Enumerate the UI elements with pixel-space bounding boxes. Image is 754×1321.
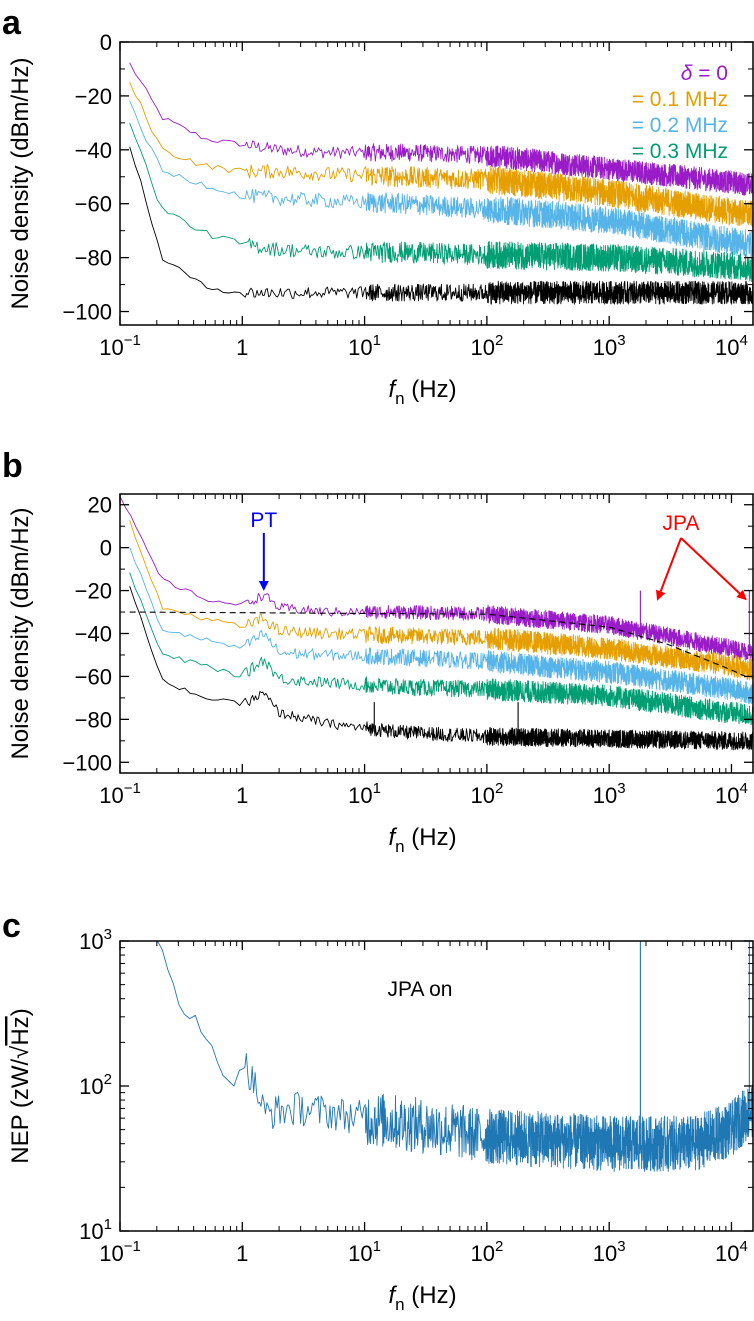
panel-b-frame xyxy=(119,493,754,774)
annotation-jpa-label: JPA xyxy=(663,512,700,535)
panel-a-y-axis-label: Noise density (dBm/Hz) xyxy=(7,57,34,309)
annotation-jpa-arrow-2 xyxy=(680,537,747,601)
panel-a-ytick-label: −20 xyxy=(75,84,112,109)
panel-c-x-axis-label: fn (Hz) xyxy=(388,1282,456,1314)
panel-letter-c: c xyxy=(2,907,21,945)
panel-b-series-3 xyxy=(129,546,753,705)
annotation-pt-label: PT xyxy=(250,509,277,532)
panel-letter-b: b xyxy=(2,447,23,485)
panel-b-series-4 xyxy=(129,572,753,726)
panel-c-xtick-label: 101 xyxy=(348,1238,381,1266)
panel-a-x-axis-label: fn (Hz) xyxy=(388,376,456,408)
panel-c: c 10−1 1 101 102 103 104 101 102 103 JPA on fn (… xyxy=(2,907,754,1314)
panel-a-ytick-label: −60 xyxy=(75,192,112,217)
panel-c-ytick-label: 102 xyxy=(79,1071,112,1099)
panel-b-ytick-label: −20 xyxy=(75,579,112,604)
panel-b-ytick-label: −100 xyxy=(62,750,112,775)
panel-a: a 10−1 1 101 102 103 104 0 −20 −40 −60 −80 −100 δ =… xyxy=(2,4,754,408)
panel-a-xtick-label: 104 xyxy=(715,332,748,360)
panel-b-dashed-fit-line xyxy=(129,611,746,677)
annotation-jpa-arrow-1 xyxy=(656,537,682,601)
panel-b-xtick-label: 101 xyxy=(348,780,381,808)
panel-b-series-1 xyxy=(120,496,753,663)
panel-a-xtick-label: 10−1 xyxy=(99,332,141,360)
legend-entry-4: = 0.3 MHz xyxy=(632,140,728,163)
legend-entry-1: δ = 0 xyxy=(681,62,728,85)
panel-a-ytick-label: −80 xyxy=(75,246,112,271)
panel-c-y-axis-label: NEP (zW/√Hz) xyxy=(7,1008,34,1163)
panel-a-ytick-label: −100 xyxy=(62,300,112,325)
panel-b-x-axis-label: fn (Hz) xyxy=(388,824,456,856)
panel-a-series-3 xyxy=(129,100,753,258)
panel-c-xtick-label: 102 xyxy=(470,1238,503,1266)
panel-c-series-1 xyxy=(156,941,753,1172)
panel-a-xtick-label: 101 xyxy=(348,332,381,360)
panel-b: b 10−1 1 101 102 103 104 20 0 −20 −40 −60 −80 −100 P… xyxy=(2,447,754,856)
panel-c-ticks: 10−1 1 101 102 103 104 101 102 103 xyxy=(79,926,753,1266)
panel-b-ytick-label: 0 xyxy=(100,536,112,561)
panel-a-legend: δ = 0 = 0.1 MHz = 0.2 MHz = 0.3 MHz xyxy=(632,62,728,163)
panel-a-xtick-label: 103 xyxy=(593,332,626,360)
panel-b-annotations: PT JPA xyxy=(250,509,747,601)
panel-b-xtick-label: 103 xyxy=(593,780,626,808)
panel-b-xtick-label: 104 xyxy=(715,780,748,808)
panel-a-xtick-label: 1 xyxy=(236,335,248,360)
panel-b-series xyxy=(120,496,753,751)
panel-a-series-1 xyxy=(129,62,753,196)
panel-c-xtick-label: 1 xyxy=(236,1241,248,1266)
panel-b-ytick-label: −40 xyxy=(75,622,112,647)
panel-a-ytick-label: −40 xyxy=(75,138,112,163)
panel-a-ytick-label: 0 xyxy=(100,30,112,55)
panel-c-ytick-label: 101 xyxy=(79,1216,112,1244)
panel-b-ytick-label: −60 xyxy=(75,664,112,689)
panel-a-series xyxy=(129,62,753,305)
panel-b-series-5 xyxy=(129,586,753,751)
panel-letter-a: a xyxy=(2,4,22,42)
panel-c-xtick-label: 10−1 xyxy=(99,1238,141,1266)
panel-a-series-5 xyxy=(129,146,753,305)
panel-c-xtick-label: 103 xyxy=(593,1238,626,1266)
panel-a-xtick-label: 102 xyxy=(470,332,503,360)
panel-c-annotations: JPA on xyxy=(388,978,453,1001)
panel-b-xtick-label: 102 xyxy=(470,780,503,808)
panel-c-series xyxy=(156,941,753,1172)
panel-a-frame xyxy=(119,41,754,326)
panel-b-ytick-label: −80 xyxy=(75,707,112,732)
panel-a-series-2 xyxy=(129,81,753,228)
panel-b-xtick-label: 1 xyxy=(236,783,248,808)
panel-b-series-2 xyxy=(129,519,753,681)
panel-a-series-4 xyxy=(129,122,753,282)
panel-b-y-axis-label: Noise density (dBm/Hz) xyxy=(7,507,34,759)
annotation-jpa-on: JPA on xyxy=(388,978,453,1001)
panel-c-frame xyxy=(119,940,754,1232)
panel-c-ytick-label: 103 xyxy=(79,926,112,954)
panel-b-ytick-label: 20 xyxy=(88,493,112,518)
panel-c-xtick-label: 104 xyxy=(715,1238,748,1266)
panel-b-ticks: 10−1 1 101 102 103 104 20 0 −20 −40 −60 −80 −100 xyxy=(62,493,753,808)
panel-b-xtick-label: 10−1 xyxy=(99,780,141,808)
legend-entry-3: = 0.2 MHz xyxy=(632,114,728,137)
panel-a-ticks: 10−1 1 101 102 103 104 0 −20 −40 −60 −80 −100 xyxy=(62,30,753,360)
legend-entry-2: = 0.1 MHz xyxy=(632,88,728,111)
